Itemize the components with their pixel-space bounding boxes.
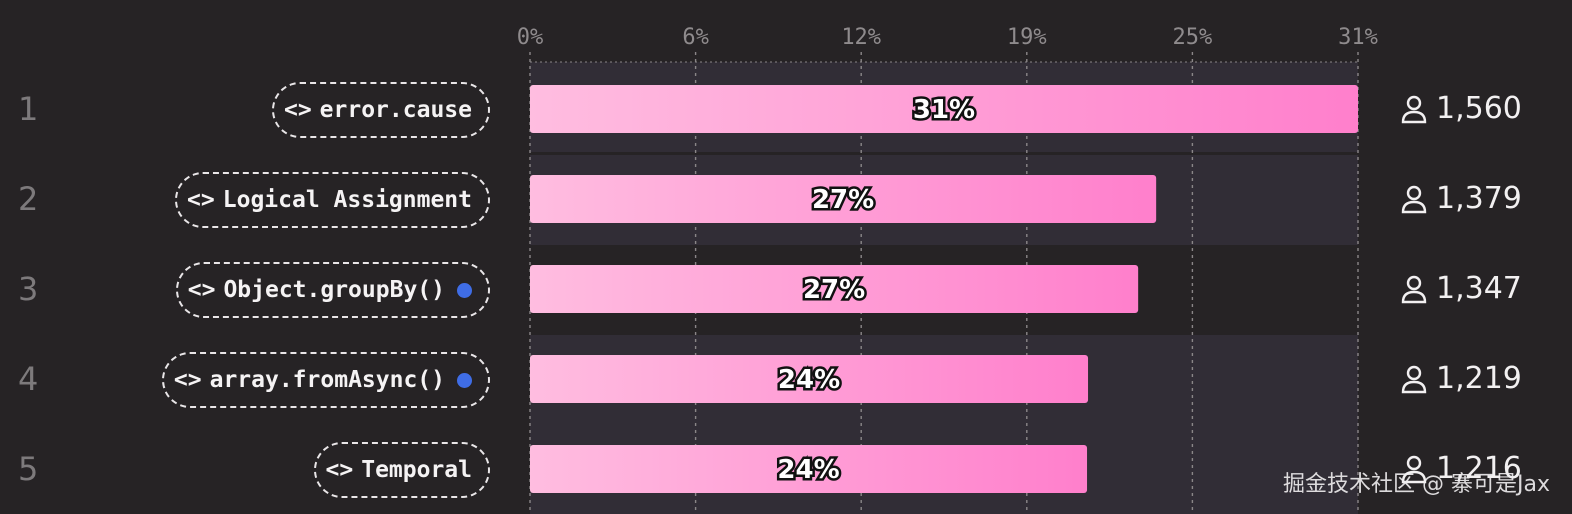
feature-name: error.cause [319, 97, 472, 123]
respondent-count: 1,560 [1400, 91, 1522, 126]
bar [530, 265, 1139, 313]
rank-number: 5 [18, 450, 39, 488]
feature-name: array.fromAsync() [209, 367, 445, 393]
x-tick-label: 6% [682, 25, 709, 50]
user-icon [1401, 95, 1427, 123]
feature-name: Object.groupBy() [223, 277, 445, 303]
feature-label[interactable]: <> Object.groupBy() [175, 262, 490, 318]
feature-name: Temporal [361, 457, 472, 483]
bar [530, 355, 1089, 403]
x-tick-label: 19% [1007, 25, 1047, 50]
bar-value-label: 27% [812, 185, 874, 215]
count-value: 1,219 [1436, 361, 1522, 396]
user-icon [1401, 455, 1427, 483]
watermark: 掘金技术社区 @ 寨可是Jax [1283, 472, 1550, 497]
feature-label[interactable]: <> error.cause [271, 82, 490, 138]
user-icon [1401, 365, 1427, 393]
feature-name: Logical Assignment [222, 187, 472, 213]
bar [530, 85, 1358, 133]
code-brackets-icon: <> [187, 187, 215, 213]
bar [530, 175, 1157, 223]
x-tick-label: 25% [1173, 25, 1213, 50]
code-brackets-icon: <> [283, 97, 312, 123]
rank-number: 1 [18, 90, 39, 128]
new-feature-dot [457, 282, 472, 298]
respondent-count: 1,379 [1400, 181, 1522, 216]
respondent-count: 1,219 [1400, 361, 1522, 396]
bar-value-label: 31% [913, 95, 975, 125]
respondent-count: 1,347 [1400, 271, 1522, 306]
rank-number: 4 [18, 360, 39, 398]
count-value: 1,216 [1436, 451, 1522, 486]
count-value: 1,347 [1436, 271, 1522, 306]
feature-label[interactable]: <> Temporal [313, 442, 490, 498]
count-value: 1,379 [1436, 181, 1522, 216]
rank-number: 3 [18, 270, 39, 308]
bar-value-label: 24% [777, 455, 839, 485]
respondent-count: 1,216 [1400, 451, 1522, 486]
count-value: 1,560 [1436, 91, 1522, 126]
bar-value-label: 27% [803, 275, 865, 305]
code-brackets-icon: <> [187, 277, 216, 303]
bar-value-label: 24% [778, 365, 840, 395]
user-icon [1401, 185, 1427, 213]
x-tick-label: 0% [517, 25, 544, 50]
feature-label[interactable]: <> array.fromAsync() [161, 352, 490, 408]
rank-number: 2 [18, 180, 39, 218]
x-tick-label: 31% [1338, 25, 1378, 50]
user-icon [1401, 275, 1427, 303]
bar [530, 445, 1088, 493]
code-brackets-icon: <> [173, 367, 202, 393]
x-tick-label: 12% [841, 25, 881, 50]
new-feature-dot [457, 372, 472, 388]
code-brackets-icon: <> [325, 457, 354, 483]
feature-label[interactable]: <> Logical Assignment [175, 172, 490, 228]
